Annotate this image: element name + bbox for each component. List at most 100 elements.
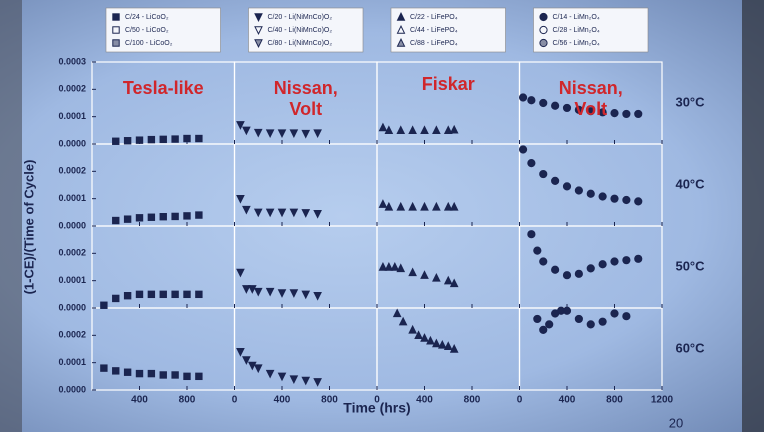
marker [384, 125, 394, 135]
marker [398, 316, 408, 326]
marker [313, 378, 322, 387]
marker [539, 98, 548, 108]
marker [408, 201, 417, 211]
marker [183, 290, 191, 299]
marker [171, 371, 179, 379]
marker [562, 182, 572, 191]
legend-label: C/56 - LiMn₂O₄ [553, 40, 600, 47]
marker [236, 194, 245, 204]
marker [622, 256, 631, 265]
marker [242, 126, 251, 136]
y-tick-label: 0.0002 [58, 248, 86, 258]
marker [443, 125, 453, 135]
marker [183, 134, 191, 143]
marker [518, 145, 528, 154]
row-label: 60°C [675, 340, 705, 355]
marker [539, 38, 548, 48]
marker [598, 260, 607, 269]
x-tick-label: 0 [232, 395, 238, 406]
marker [539, 325, 548, 334]
marker [378, 199, 388, 208]
legend-label: C/50 - LiCoO₂ [125, 27, 169, 34]
legend-box [105, 7, 221, 53]
y-tick-label: 0.0001 [58, 111, 86, 121]
legend-label: C/40 - Li(NiMnCo)O₂ [268, 27, 333, 34]
panel-frame [376, 143, 521, 227]
legend-label: C/24 - LiCoO₂ [125, 14, 169, 21]
marker [289, 289, 299, 298]
y-tick-label: 0.0001 [58, 193, 86, 203]
marker [598, 317, 607, 326]
marker [265, 369, 275, 379]
marker [301, 209, 311, 218]
marker [420, 201, 429, 211]
y-tick-label: 0.0000 [58, 302, 86, 312]
marker [195, 211, 203, 219]
y-tick-label: 0.0002 [58, 84, 86, 94]
marker [247, 361, 257, 371]
marker [610, 309, 619, 318]
row-label: 40°C [675, 176, 705, 191]
marker [622, 109, 631, 119]
marker [112, 39, 120, 47]
marker [135, 369, 144, 378]
marker [195, 134, 203, 143]
x-tick-label: 800 [464, 395, 481, 406]
marker [289, 375, 299, 385]
x-tick-label: 0 [374, 395, 380, 406]
marker [135, 290, 144, 299]
marker [301, 376, 311, 386]
x-tick-label: 0 [517, 395, 523, 406]
marker [253, 128, 263, 138]
marker [183, 212, 191, 220]
legend-label: C/80 - Li(NiMnCo)O₂ [268, 40, 333, 47]
marker [159, 213, 167, 221]
marker [112, 13, 120, 21]
marker [384, 201, 394, 211]
marker [112, 26, 120, 34]
marker [539, 257, 548, 266]
y-tick-label: 0.0001 [58, 275, 86, 285]
marker [420, 333, 429, 342]
marker [378, 122, 388, 132]
marker [123, 292, 132, 300]
marker [112, 216, 120, 225]
y-tick-label: 0.0000 [58, 220, 86, 230]
marker [396, 201, 406, 211]
y-tick-label: 0.0000 [58, 384, 86, 394]
marker [254, 39, 263, 48]
row-label: 30°C [675, 94, 705, 109]
legend-box [248, 7, 364, 53]
marker [253, 364, 263, 374]
marker [622, 195, 631, 205]
marker [159, 135, 167, 144]
y-tick-label: 0.0001 [58, 357, 86, 367]
marker [533, 314, 542, 324]
marker [123, 215, 132, 223]
marker [265, 287, 275, 297]
marker [253, 287, 263, 297]
marker [254, 13, 263, 22]
marker [135, 136, 144, 144]
marker [265, 208, 275, 218]
marker [527, 96, 536, 105]
x-tick-label: 800 [179, 395, 196, 406]
y-tick-label: 0.0002 [58, 166, 86, 176]
marker [147, 369, 156, 378]
panel-frame [376, 225, 521, 309]
marker [313, 210, 322, 219]
marker [622, 312, 631, 321]
marker [112, 137, 120, 145]
row-label: 50°C [675, 258, 705, 273]
marker [289, 208, 299, 218]
x-tick-label: 400 [416, 395, 433, 406]
x-axis-label: Time (hrs) [343, 400, 410, 416]
marker [449, 201, 459, 211]
marker [396, 38, 406, 47]
marker [586, 107, 595, 116]
marker [195, 290, 203, 299]
marker [408, 267, 417, 277]
marker [112, 367, 120, 375]
marker [396, 125, 406, 135]
marker [313, 129, 322, 139]
